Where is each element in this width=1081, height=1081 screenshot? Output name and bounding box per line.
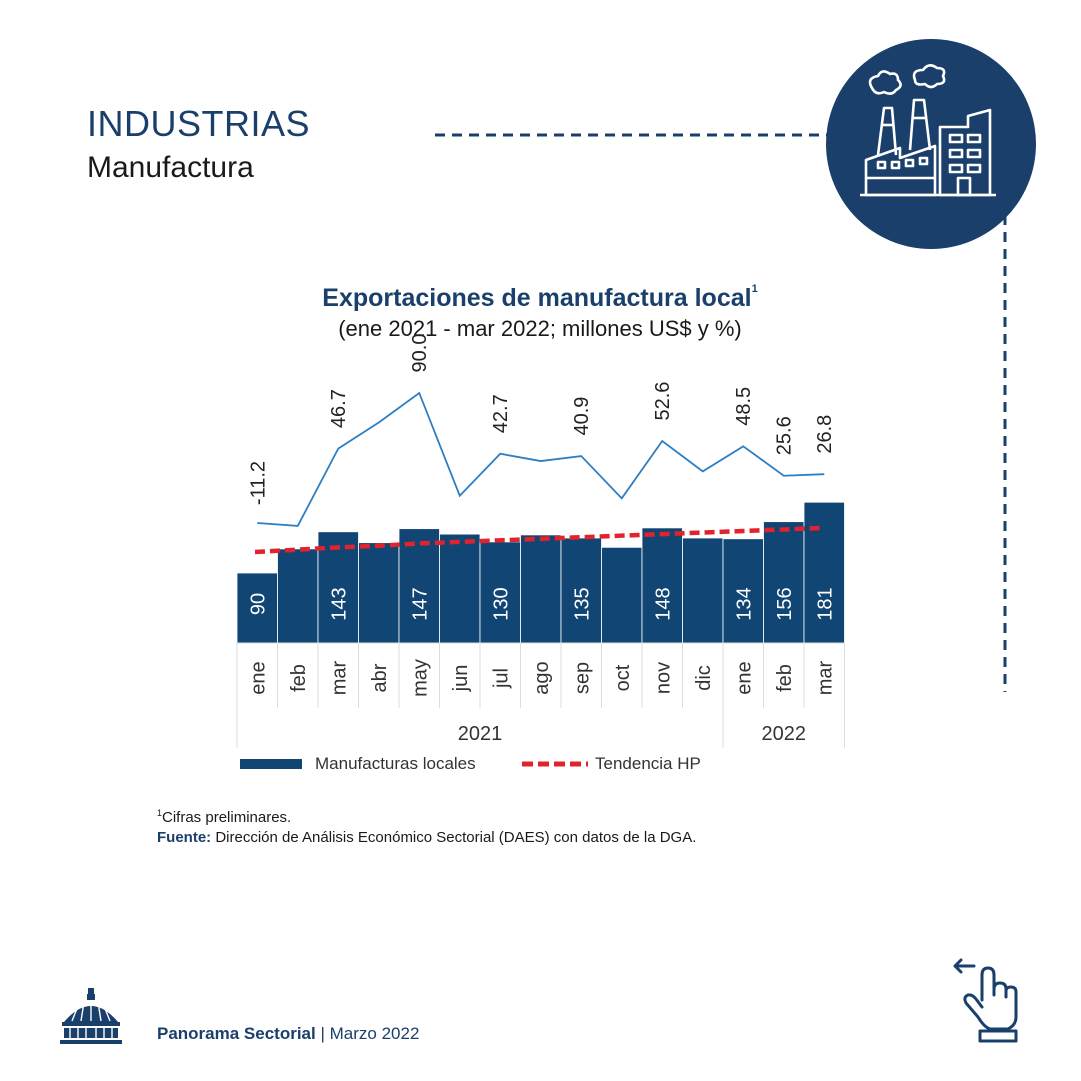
footer-separator: | xyxy=(320,1024,325,1043)
x-label-13: feb xyxy=(774,664,796,692)
growth-label-13: 25.6 xyxy=(774,416,796,455)
bar-5 xyxy=(439,533,481,644)
bar-9 xyxy=(601,546,643,644)
bar-label-6: 130 xyxy=(490,587,512,620)
x-label-5: jun xyxy=(450,665,472,693)
page-subtitle: Manufactura xyxy=(87,151,254,184)
chart-title-text: Exportaciones de manufactura local xyxy=(322,284,752,312)
bar-4 xyxy=(398,528,440,644)
bar-11 xyxy=(682,537,724,644)
growth-label-4: 90.0 xyxy=(409,334,431,373)
bar-10 xyxy=(641,527,683,644)
bar-label-8: 135 xyxy=(571,587,593,620)
x-label-7: ago xyxy=(531,661,553,694)
bar-7 xyxy=(520,534,562,644)
chart-title: Exportaciones de manufactura local1 xyxy=(220,283,860,313)
bar-label-10: 148 xyxy=(652,587,674,620)
bar-13 xyxy=(763,521,805,644)
x-label-6: jul xyxy=(490,668,512,689)
year-label-1: 2022 xyxy=(762,723,807,745)
x-label-11: dic xyxy=(693,665,715,691)
legend-label-bars: Manufacturas locales xyxy=(315,754,476,773)
x-label-9: oct xyxy=(612,664,634,691)
growth-label-14: 26.8 xyxy=(814,415,836,454)
trend-layer xyxy=(254,525,825,555)
axis-layer: ene feb mar abr may jun jul ago sep oct nov dic ene f… xyxy=(236,642,845,748)
legend-label-trend: Tendencia HP xyxy=(595,754,701,773)
x-label-14: mar xyxy=(814,660,836,695)
trend-line xyxy=(254,525,825,555)
year-label-0: 2021 xyxy=(458,723,503,745)
x-label-4: may xyxy=(409,659,431,697)
bars-layer xyxy=(236,501,845,644)
footer-date: Marzo 2022 xyxy=(329,1024,420,1043)
footer: Panorama Sectorial | Marzo 2022 xyxy=(157,1024,419,1044)
growth-label-2: 46.7 xyxy=(328,389,350,428)
x-label-0: ene xyxy=(247,661,269,694)
bar-label-2: 143 xyxy=(328,587,350,620)
factory-icon xyxy=(826,39,1036,249)
legend-swatch-bars xyxy=(240,759,302,769)
growth-label-6: 42.7 xyxy=(490,394,512,433)
x-label-3: abr xyxy=(369,663,391,692)
page-title: INDUSTRIAS xyxy=(87,103,311,144)
chart-subtitle: (ene 2021 - mar 2022; millones US$ y %) xyxy=(338,316,742,341)
source-text: Dirección de Análisis Económico Sectoria… xyxy=(215,829,697,846)
government-dome-logo xyxy=(60,988,122,1044)
swipe-hand-icon[interactable] xyxy=(950,955,1022,1045)
source-label: Fuente: xyxy=(157,829,212,846)
bar-0 xyxy=(236,572,278,644)
x-label-8: sep xyxy=(571,662,593,694)
bar-14 xyxy=(803,501,845,644)
bar-labels-layer: 90 143 147 130 135 148 134 156 181 xyxy=(247,587,836,620)
legend-layer: Manufacturas locales Tendencia HP xyxy=(240,754,701,773)
bar-3 xyxy=(358,542,400,644)
bar-label-14: 181 xyxy=(814,587,836,620)
growth-layer: -11.2 46.7 90.0 42.7 40.9 52.6 48.5 25.6 26.8 xyxy=(247,334,836,527)
bar-label-4: 147 xyxy=(409,587,431,620)
chart-title-note: 1 xyxy=(751,283,758,295)
bar-8 xyxy=(560,537,602,644)
growth-label-8: 40.9 xyxy=(571,397,593,436)
footnote: 1Cifras preliminares. xyxy=(157,808,291,826)
x-label-10: nov xyxy=(652,662,674,694)
x-label-1: feb xyxy=(288,664,310,692)
bar-label-12: 134 xyxy=(733,587,755,620)
growth-label-12: 48.5 xyxy=(733,387,755,426)
bar-label-13: 156 xyxy=(774,587,796,620)
x-label-2: mar xyxy=(328,660,350,695)
bar-1 xyxy=(277,548,319,644)
growth-label-10: 52.6 xyxy=(652,382,674,421)
footnote-mark: 1 xyxy=(157,808,163,818)
x-label-12: ene xyxy=(733,661,755,694)
bar-label-0: 90 xyxy=(247,593,269,615)
footer-brand: Panorama Sectorial xyxy=(157,1024,316,1043)
growth-label-0: -11.2 xyxy=(247,461,269,505)
source-note: Fuente: Dirección de Análisis Económico … xyxy=(157,829,696,846)
footnote-text: Cifras preliminares. xyxy=(162,809,292,826)
